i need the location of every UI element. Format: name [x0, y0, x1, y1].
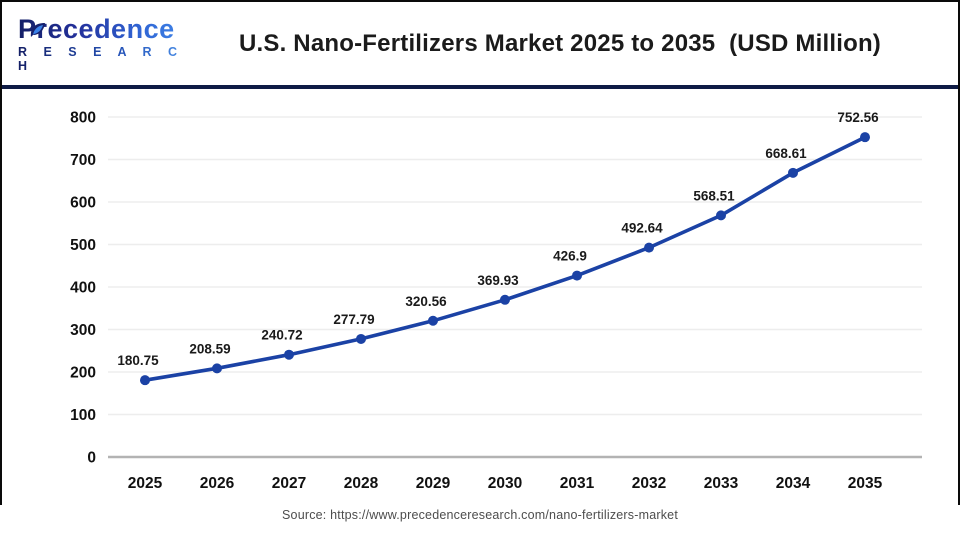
data-point-label: 668.61 [765, 146, 807, 161]
data-point-label: 277.79 [333, 312, 374, 327]
data-point-marker [284, 349, 294, 360]
data-series-line [143, 135, 867, 383]
data-point-marker [500, 294, 510, 305]
x-tick-label: 2026 [200, 475, 235, 492]
x-tick-label: 2025 [128, 475, 163, 492]
y-tick-label: 0 [87, 450, 96, 467]
data-point-marker [572, 270, 582, 281]
line-chart: 0 100 200 300 400 500 600 700 800 2025 2026 2027 202… [70, 110, 922, 492]
y-tick-label: 100 [70, 407, 96, 424]
data-point-label: 568.51 [693, 188, 735, 203]
brand-logo: Precedence R E S E A R C H [18, 14, 188, 73]
data-point-label: 320.56 [405, 294, 447, 309]
chart-title: U.S. Nano-Fertilizers Market 2025 to 203… [238, 29, 882, 57]
leaf-icon [30, 23, 45, 37]
data-point-label: 369.93 [477, 273, 519, 288]
data-point-label: 240.72 [261, 328, 302, 343]
data-point-marker [716, 210, 726, 221]
data-point-marker [860, 132, 870, 143]
header: Precedence R E S E A R C H U.S. Nano-Fer… [2, 2, 958, 89]
data-point-label: 208.59 [189, 341, 230, 356]
y-tick-label: 500 [70, 237, 96, 254]
y-tick-label: 800 [70, 110, 96, 127]
y-tick-label: 600 [70, 195, 96, 212]
logo-subtitle: R E S E A R C H [18, 45, 188, 73]
data-point-marker [356, 333, 366, 344]
data-point-label: 180.75 [117, 353, 159, 368]
x-tick-label: 2030 [488, 475, 522, 492]
x-tick-label: 2032 [632, 475, 666, 492]
x-tick-label: 2031 [560, 475, 595, 492]
data-point-marker [788, 167, 798, 178]
x-tick-label: 2027 [272, 475, 306, 492]
y-tick-label: 300 [70, 322, 96, 339]
data-point-marker [644, 242, 654, 253]
source-attribution: Source: https://www.precedenceresearch.c… [282, 508, 678, 522]
data-point-marker [140, 375, 150, 386]
data-point-label: 426.9 [553, 249, 587, 264]
data-point-label: 492.64 [621, 221, 663, 236]
logo-wordmark: Precedence [18, 14, 188, 44]
y-tick-label: 700 [70, 152, 96, 169]
data-point-marker [212, 363, 222, 374]
x-tick-label: 2034 [776, 475, 811, 492]
data-point-marker [428, 315, 438, 326]
x-tick-label: 2028 [344, 475, 379, 492]
chart-area: 0 100 200 300 400 500 600 700 800 2025 2026 2027 202… [0, 89, 960, 504]
x-tick-label: 2029 [416, 475, 451, 492]
y-tick-label: 200 [70, 365, 96, 382]
x-tick-label: 2033 [704, 475, 739, 492]
y-tick-label: 400 [70, 280, 96, 297]
data-point-label: 752.56 [837, 110, 879, 125]
x-tick-label: 2035 [848, 475, 883, 492]
